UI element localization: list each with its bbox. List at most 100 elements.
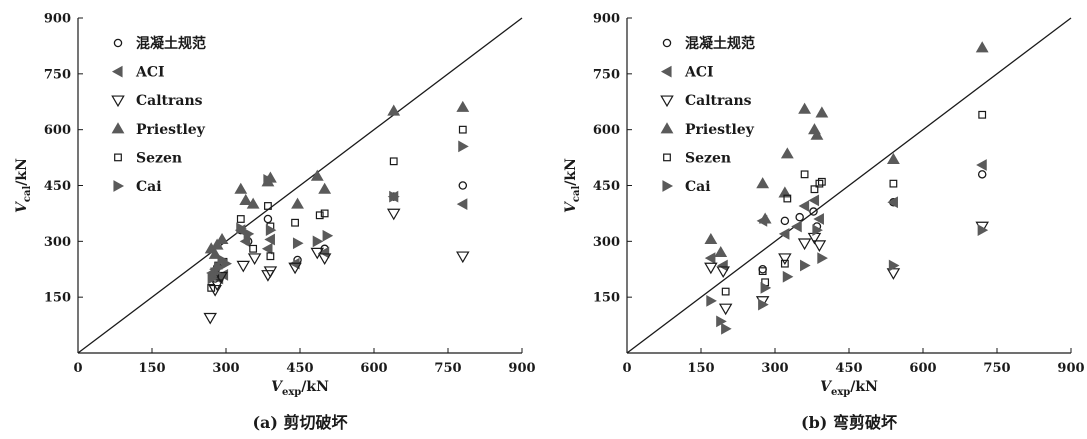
- data-point: [215, 232, 229, 245]
- legend-marker: [660, 122, 674, 134]
- data-point: [389, 190, 400, 203]
- data-point: [721, 287, 730, 296]
- data-point: [458, 125, 467, 134]
- y-axis-label: Vcal/kN: [14, 158, 33, 213]
- data-point: [888, 259, 900, 272]
- data-point: [264, 233, 275, 246]
- panel-caption: (b) 弯剪破坏: [801, 413, 897, 432]
- data-point: [706, 295, 717, 307]
- series-1: [758, 170, 987, 274]
- series-5: [721, 110, 987, 296]
- data-point: [263, 266, 278, 279]
- data-point: [203, 312, 217, 325]
- data-point: [758, 264, 767, 274]
- data-point: [247, 253, 262, 266]
- data-point: [760, 281, 772, 294]
- legend-marker: [111, 122, 125, 134]
- y-tick-label: 300: [44, 235, 71, 250]
- data-point: [778, 253, 792, 266]
- series-3: [203, 208, 470, 325]
- y-tick-label: 450: [593, 179, 620, 194]
- data-point: [265, 224, 277, 237]
- data-point: [387, 104, 401, 116]
- legend: 混凝土规范 ACI Caltrans Priestley Sezen Cai: [111, 35, 206, 195]
- data-point: [718, 303, 733, 316]
- data-point: [716, 266, 730, 279]
- data-point: [780, 216, 790, 226]
- legend-marker: [113, 38, 123, 48]
- data-point: [791, 220, 802, 233]
- legend-marker: [662, 38, 672, 48]
- y-tick-label: 150: [44, 291, 71, 306]
- data-point: [246, 197, 260, 209]
- data-point: [978, 110, 987, 119]
- x-tick-label: 300: [212, 361, 239, 376]
- data-point: [887, 196, 898, 209]
- x-tick-label: 750: [434, 361, 461, 376]
- data-point: [236, 222, 247, 235]
- x-tick-label: 0: [622, 361, 631, 376]
- data-point: [263, 214, 273, 224]
- x-tick-label: 600: [360, 361, 387, 376]
- data-point: [756, 177, 770, 189]
- data-point: [456, 251, 470, 264]
- data-point: [798, 102, 812, 114]
- data-point: [714, 245, 728, 258]
- legend-label: Sezen: [685, 150, 731, 166]
- series-3: [704, 221, 989, 316]
- data-point: [320, 209, 329, 218]
- data-point: [458, 140, 469, 153]
- y-tick-label: 150: [593, 291, 620, 306]
- x-tick-label: 0: [73, 361, 82, 376]
- panel-caption: (a) 剪切破坏: [252, 413, 347, 432]
- data-point: [318, 182, 332, 194]
- y-tick-label: 900: [593, 12, 620, 27]
- data-point: [249, 244, 258, 253]
- y-tick-label: 300: [593, 235, 620, 250]
- x-tick-label: 600: [909, 361, 936, 376]
- data-point: [812, 240, 827, 252]
- data-point: [800, 259, 811, 272]
- data-point: [317, 253, 332, 266]
- x-axis-label: Vexp/kN: [820, 379, 878, 398]
- legend-label: Caltrans: [685, 93, 752, 109]
- legend-marker: [660, 65, 672, 78]
- data-point: [221, 257, 233, 270]
- data-point: [797, 238, 812, 251]
- legend-marker: [114, 153, 122, 162]
- x-tick-label: 150: [138, 361, 165, 376]
- legend-label: Priestley: [136, 122, 206, 138]
- data-point: [310, 247, 325, 260]
- x-axis-label: Vexp/kN: [271, 379, 329, 398]
- data-point: [261, 242, 273, 255]
- data-point: [798, 200, 810, 212]
- data-point: [976, 159, 987, 171]
- data-point: [389, 157, 398, 166]
- legend-marker: [662, 180, 674, 192]
- data-point: [778, 228, 790, 240]
- data-point: [810, 128, 824, 140]
- data-point: [310, 169, 324, 181]
- legend-label: Cai: [685, 179, 711, 195]
- data-point: [815, 179, 824, 188]
- legend-marker: [660, 95, 674, 108]
- data-point: [312, 235, 324, 248]
- x-tick-label: 900: [508, 361, 535, 376]
- data-point: [717, 259, 728, 272]
- series-6: [207, 140, 469, 285]
- legend-label: Sezen: [136, 150, 182, 166]
- chart-panel-1: 0 150 300 450 600 750 900 150 300 450 600 750 900 Vex…: [14, 12, 536, 433]
- legend-label: Cai: [136, 179, 162, 195]
- data-point: [291, 218, 299, 227]
- data-point: [292, 237, 304, 250]
- data-point: [704, 262, 718, 275]
- data-point: [810, 185, 819, 194]
- data-point: [322, 229, 334, 242]
- data-point: [318, 246, 330, 259]
- data-point: [800, 170, 809, 179]
- data-point: [210, 238, 224, 250]
- data-point: [243, 228, 255, 240]
- legend-label: 混凝土规范: [685, 35, 755, 52]
- data-point: [812, 224, 823, 237]
